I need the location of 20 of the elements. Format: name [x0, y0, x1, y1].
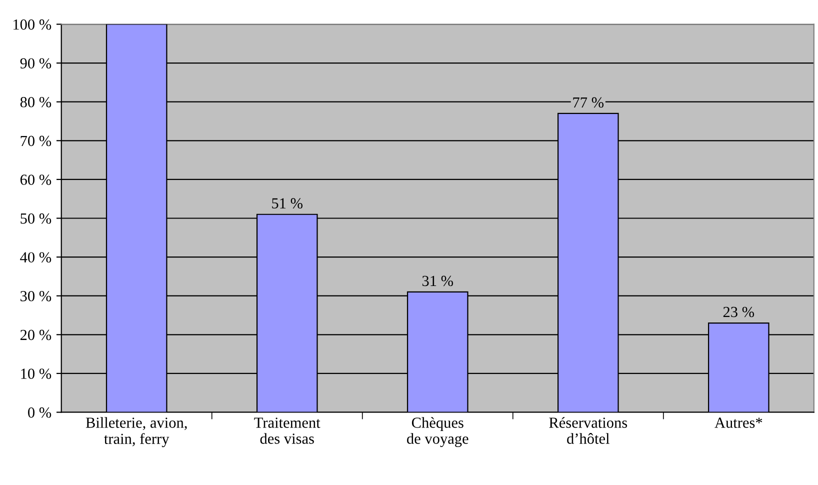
- data-label: 77 %: [573, 97, 604, 108]
- y-tick-label: 100 %: [14, 19, 52, 30]
- y-tick-label: 90 %: [20, 58, 52, 69]
- x-tick-label: Billeterie, avion, train, ferry: [86, 417, 187, 448]
- y-tick-label: 50 %: [20, 213, 52, 224]
- y-tick-label: 30 %: [20, 290, 52, 302]
- x-tick-label: Chèques de voyage: [407, 417, 468, 448]
- x-tick-label: Réservations d’hôtel: [549, 417, 628, 444]
- y-tick-label: 80 %: [20, 96, 52, 108]
- y-tick-label: 60 %: [20, 174, 52, 185]
- y-tick-label: 40 %: [20, 252, 52, 263]
- y-tick-label: 70 %: [20, 136, 52, 146]
- data-label: 31 %: [422, 276, 454, 286]
- y-tick-label: 0 %: [28, 407, 52, 418]
- data-label: 51 %: [272, 198, 303, 209]
- y-tick-label: 20 %: [20, 330, 52, 340]
- data-label: 23 %: [723, 306, 754, 318]
- x-tick-label: Autres*: [714, 418, 762, 428]
- x-tick-label: Traitement des visas: [254, 418, 320, 444]
- y-tick-label: 10 %: [21, 368, 52, 379]
